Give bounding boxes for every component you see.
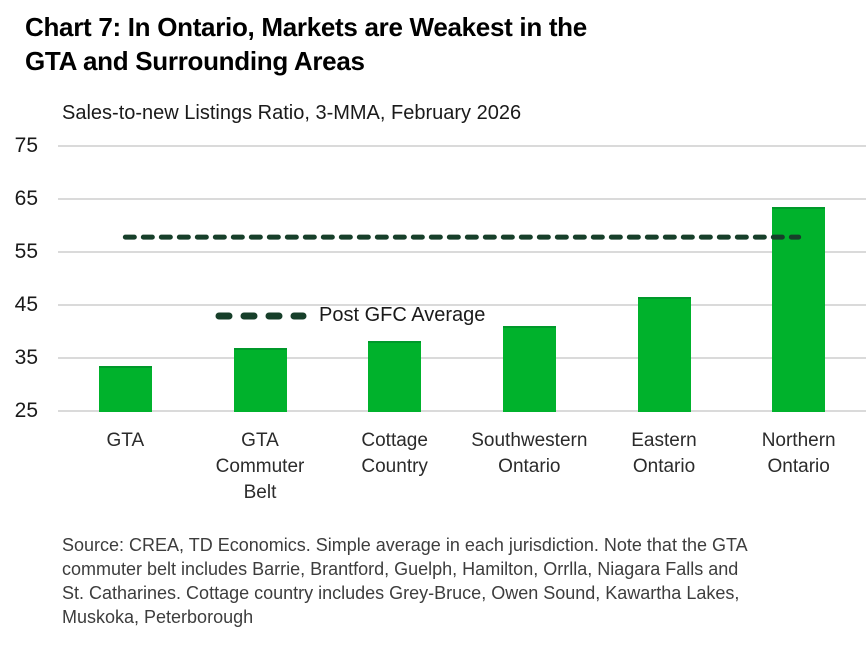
y-tick-label: 55	[14, 240, 38, 263]
source-note-line-3: St. Catharines. Cottage country includes…	[62, 583, 740, 603]
reference-line	[122, 234, 802, 240]
x-category-label: Northern Ontario	[761, 430, 836, 477]
plot-area: Post GFC Average	[58, 145, 866, 412]
bar	[368, 340, 422, 412]
x-category-label: GTA	[106, 430, 145, 451]
y-tick-label: 35	[14, 346, 38, 369]
source-note-line-4: Muskoka, Peterborough	[62, 607, 254, 627]
legend-dash-sample	[215, 312, 307, 319]
chart-title-line-1: Chart 7: In Ontario, Markets are Weakest…	[25, 12, 587, 42]
legend: Post GFC Average	[215, 304, 485, 327]
source-note-line-1: Source: CREA, TD Economics. Simple avera…	[62, 535, 748, 555]
y-tick-label: 65	[14, 187, 38, 210]
bar	[98, 366, 152, 412]
y-tick-label: 75	[14, 134, 38, 157]
bar	[502, 326, 556, 412]
gridline	[58, 410, 866, 412]
y-tick-label: 45	[14, 293, 38, 316]
x-category-label: Cottage Country	[361, 430, 428, 477]
gridline	[58, 304, 866, 306]
y-tick-label: 25	[14, 399, 38, 422]
gridline	[58, 251, 866, 253]
source-note: Source: CREA, TD Economics. Simple avera…	[62, 533, 748, 629]
bar	[637, 296, 691, 412]
legend-label: Post GFC Average	[319, 304, 486, 326]
x-category-label: Eastern Ontario	[631, 430, 697, 477]
x-category-label: GTA Commuter Belt	[215, 430, 305, 503]
gridline	[58, 145, 866, 147]
chart-title: Chart 7: In Ontario, Markets are Weakest…	[25, 10, 587, 78]
chart-title-line-2: GTA and Surrounding Areas	[25, 46, 365, 76]
x-category-label: Southwestern Ontario	[471, 430, 588, 477]
gridline	[58, 357, 866, 359]
gridline	[58, 198, 866, 200]
source-note-line-2: commuter belt includes Barrie, Brantford…	[62, 559, 739, 579]
bar	[233, 347, 287, 412]
chart-subtitle: Sales-to-new Listings Ratio, 3-MMA, Febr…	[62, 102, 522, 124]
bar	[772, 206, 826, 412]
